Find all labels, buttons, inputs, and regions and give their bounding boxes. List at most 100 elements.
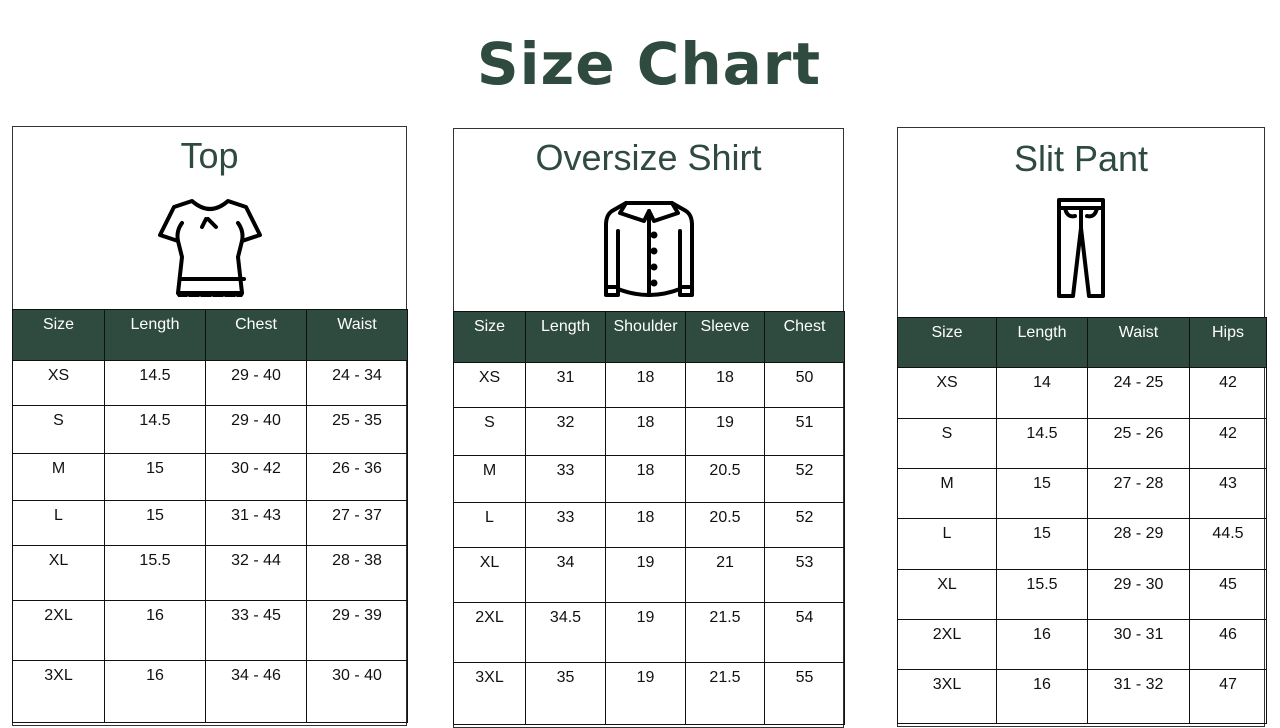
table-cell: 24 - 25	[1087, 367, 1190, 419]
column-header: Waist	[306, 309, 408, 361]
table-cell: 29 - 40	[205, 405, 307, 454]
column-header: Hips	[1189, 317, 1267, 368]
table-cell: 43	[1189, 468, 1267, 519]
shirt-icon	[603, 201, 694, 297]
table-row: L 15 31 - 43 27 - 37	[12, 500, 408, 546]
column-header: Size	[453, 311, 526, 363]
table-cell: 15.5	[104, 545, 206, 601]
table-cell: 25 - 35	[306, 405, 408, 454]
table-cell: 15	[996, 518, 1088, 570]
table-cell: 34	[525, 547, 606, 603]
table-cell: L	[12, 500, 105, 546]
table-cell: XL	[12, 545, 105, 601]
table-cell: 50	[764, 362, 845, 408]
table-row: S 32 18 19 51	[453, 407, 845, 456]
column-header: Length	[996, 317, 1088, 368]
table-cell: 14.5	[104, 360, 206, 406]
table-cell: 15.5	[996, 569, 1088, 620]
table-cell: 34.5	[525, 602, 606, 663]
table-cell: 21	[685, 547, 765, 603]
table-cell: S	[453, 407, 526, 456]
table-cell: 2XL	[12, 600, 105, 661]
table-cell: 2XL	[897, 619, 997, 670]
blouse-icon	[157, 199, 262, 297]
column-header: Length	[525, 311, 606, 363]
table-cell: XS	[897, 367, 997, 419]
table-cell: 24 - 34	[306, 360, 408, 406]
table-row: 2XL 34.5 19 21.5 54	[453, 602, 845, 663]
table-cell: 29 - 39	[306, 600, 408, 661]
table-cell: 25 - 26	[1087, 418, 1190, 469]
table-row: M 15 30 - 42 26 - 36	[12, 453, 408, 501]
table-cell: 18	[605, 407, 686, 456]
table-cell: 27 - 37	[306, 500, 408, 546]
table-cell: 20.5	[685, 455, 765, 503]
table-cell: 33	[525, 455, 606, 503]
table-cell: 16	[996, 619, 1088, 670]
table-cell: L	[453, 502, 526, 548]
table-cell: 14.5	[104, 405, 206, 454]
table-cell: 51	[764, 407, 845, 456]
table-cell: 30 - 42	[205, 453, 307, 501]
slit-pant-size-panel: Slit Pant Size Length Waist Hips XS 14 24 - 25…	[897, 127, 1267, 727]
table-cell: 29 - 30	[1087, 569, 1190, 620]
table-cell: XS	[453, 362, 526, 408]
table-row: XS 31 18 18 50	[453, 362, 845, 408]
table-cell: 33 - 45	[205, 600, 307, 661]
table-cell: 32 - 44	[205, 545, 307, 601]
table-row: 3XL 16 34 - 46 30 - 40	[12, 660, 408, 723]
table-row: S 14.5 25 - 26 42	[897, 418, 1267, 469]
table-cell: 42	[1189, 418, 1267, 469]
panel-title: Slit Pant	[1013, 138, 1149, 179]
table-cell: 54	[764, 602, 845, 663]
table-cell: 18	[605, 502, 686, 548]
table-cell: 19	[605, 547, 686, 603]
table-cell: M	[12, 453, 105, 501]
table-cell: 30 - 31	[1087, 619, 1190, 670]
top-size-panel: Top Size Length Chest Waist XS 14.5 29 - 40 24 …	[12, 126, 408, 726]
table-cell: XL	[453, 547, 526, 603]
table-cell: 42	[1189, 367, 1267, 419]
table-cell: 16	[104, 600, 206, 661]
pants-icon	[1057, 198, 1105, 298]
panel-title: Oversize Shirt	[535, 137, 762, 178]
table-cell: 19	[685, 407, 765, 456]
table-cell: 20.5	[685, 502, 765, 548]
table-row: M 15 27 - 28 43	[897, 468, 1267, 519]
size-table: Size Length Waist Hips XS 14 24 - 25 42 S 14.5 25 …	[897, 317, 1267, 724]
table-cell: 31 - 32	[1087, 669, 1190, 724]
table-row: XS 14.5 29 - 40 24 - 34	[12, 360, 408, 406]
table-cell: 26 - 36	[306, 453, 408, 501]
table-row: XL 34 19 21 53	[453, 547, 845, 603]
table-row: 2XL 16 33 - 45 29 - 39	[12, 600, 408, 661]
table-cell: 3XL	[12, 660, 105, 723]
table-cell: L	[897, 518, 997, 570]
table-cell: 46	[1189, 619, 1267, 670]
table-cell: 52	[764, 502, 845, 548]
table-row: S 14.5 29 - 40 25 - 35	[12, 405, 408, 454]
table-cell: 30 - 40	[306, 660, 408, 723]
table-cell: 31 - 43	[205, 500, 307, 546]
table-cell: 21.5	[685, 602, 765, 663]
column-header: Waist	[1087, 317, 1190, 368]
table-row: XL 15.5 32 - 44 28 - 38	[12, 545, 408, 601]
table-cell: 19	[605, 602, 686, 663]
table-cell: 27 - 28	[1087, 468, 1190, 519]
table-cell: 44.5	[1189, 518, 1267, 570]
table-cell: M	[897, 468, 997, 519]
table-cell: 52	[764, 455, 845, 503]
table-cell: 18	[685, 362, 765, 408]
table-cell: 16	[996, 669, 1088, 724]
table-cell: 18	[605, 455, 686, 503]
table-cell: 18	[605, 362, 686, 408]
table-cell: 28 - 29	[1087, 518, 1190, 570]
table-cell: 14.5	[996, 418, 1088, 469]
table-cell: 16	[104, 660, 206, 723]
size-table: Size Length Shoulder Sleeve Chest XS 31 18 18 50 S…	[453, 311, 845, 725]
table-cell: 15	[104, 453, 206, 501]
column-header: Length	[104, 309, 206, 361]
table-row: XL 15.5 29 - 30 45	[897, 569, 1267, 620]
table-cell: 31	[525, 362, 606, 408]
table-cell: 14	[996, 367, 1088, 419]
table-cell: 45	[1189, 569, 1267, 620]
